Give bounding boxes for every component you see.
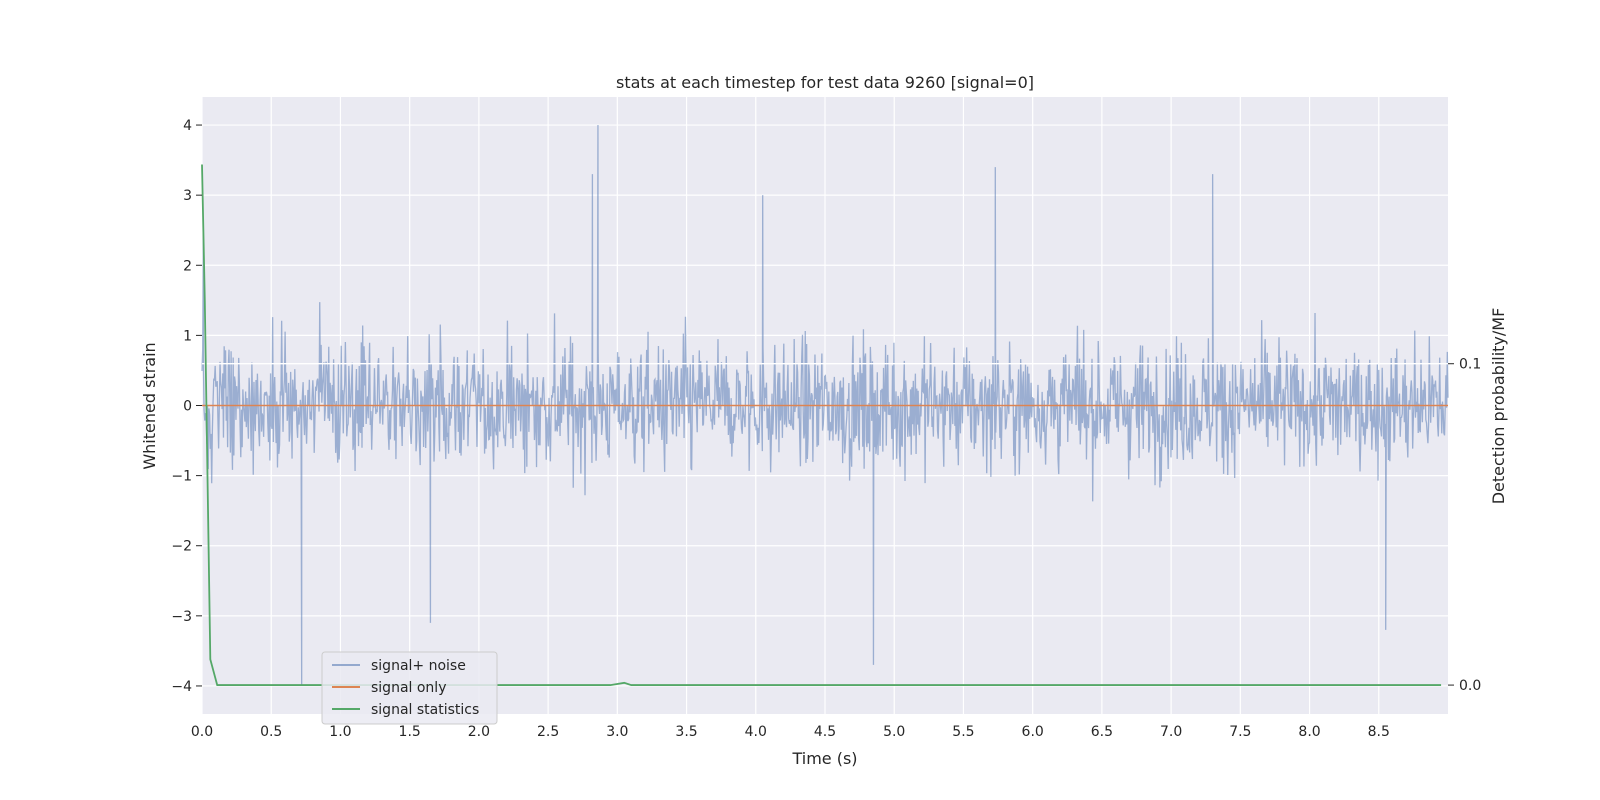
legend-label-signal: signal only [371, 680, 446, 696]
x-tick-label: 7.0 [1160, 724, 1182, 740]
legend-label-noise: signal+ noise [371, 658, 466, 674]
x-tick-label: 1.5 [399, 724, 421, 740]
y-tick-label: −1 [171, 469, 192, 485]
y-tick-label: 4 [183, 118, 192, 134]
y-tick-label: 0 [183, 399, 192, 415]
y2-axis-ticks: 0.0 0.1 [1448, 357, 1481, 694]
x-tick-label: 4.0 [745, 724, 767, 740]
x-tick-label: 3.0 [606, 724, 628, 740]
y2-tick-label: 0.0 [1459, 678, 1481, 694]
series-layer [201, 125, 1449, 686]
x-tick-label: 3.5 [675, 724, 697, 740]
chart-title: stats at each timestep for test data 926… [616, 73, 1034, 92]
x-tick-label: 0.0 [191, 724, 213, 740]
y-tick-label: 2 [183, 258, 192, 274]
x-tick-label: 8.5 [1368, 724, 1390, 740]
x-tick-label: 6.0 [1022, 724, 1044, 740]
x-tick-label: 1.0 [329, 724, 351, 740]
x-tick-label: 2.0 [468, 724, 490, 740]
y2-axis-label: Detection probability/MF [1489, 308, 1508, 505]
x-tick-label: 6.5 [1091, 724, 1113, 740]
series-signal-statistics [201, 164, 1442, 686]
x-tick-label: 0.5 [260, 724, 282, 740]
y2-tick-label: 0.1 [1459, 357, 1481, 373]
legend-label-statistics: signal statistics [371, 702, 479, 718]
legend: signal+ noise signal only signal statist… [321, 651, 498, 725]
legend-box [321, 651, 498, 725]
x-axis-ticks: 0.0 0.5 1.0 1.5 2.0 2.5 3.0 3.5 4.0 4.5 5.0 5.5 6.0 6… [191, 724, 1390, 740]
y-tick-label: −4 [171, 679, 192, 695]
y-axis-ticks: −4 −3 −2 −1 0 1 2 3 4 [171, 118, 202, 695]
y-tick-label: −3 [171, 609, 192, 625]
y-tick-label: 1 [183, 328, 192, 344]
y-tick-label: −2 [171, 539, 192, 555]
x-tick-label: 4.5 [814, 724, 836, 740]
series-signal-noise [201, 125, 1449, 686]
x-tick-label: 2.5 [537, 724, 559, 740]
y-axis-label: Whitened strain [140, 342, 159, 469]
y-tick-label: 3 [183, 188, 192, 204]
x-tick-label: 8.0 [1298, 724, 1320, 740]
x-tick-label: 5.5 [952, 724, 974, 740]
x-axis-label: Time (s) [791, 749, 857, 768]
x-tick-label: 7.5 [1229, 724, 1251, 740]
x-tick-label: 5.0 [883, 724, 905, 740]
